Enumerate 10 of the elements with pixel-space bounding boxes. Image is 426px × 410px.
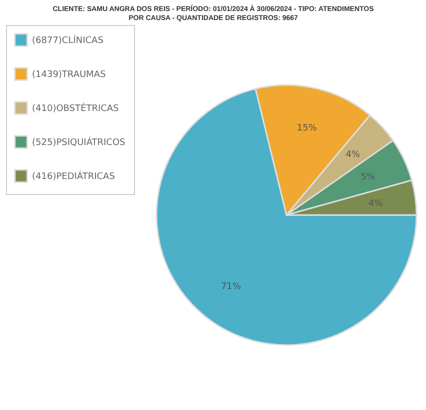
legend-label: (6877)CLÍNICAS	[32, 34, 104, 46]
data-label: 15%	[296, 123, 318, 134]
legend-label: (525)PSIQUIÁTRICOS	[32, 136, 126, 148]
legend-label: (1439)TRAUMAS	[32, 70, 106, 80]
data-label: 4%	[346, 150, 360, 160]
legend-label: (410)OBSTÉTRICAS	[32, 102, 120, 114]
data-label: 5%	[360, 172, 376, 183]
legend-label: (416)PEDIÁTRICAS	[32, 170, 116, 182]
pie-slice	[156, 88, 418, 346]
data-label: 71%	[220, 282, 242, 292]
